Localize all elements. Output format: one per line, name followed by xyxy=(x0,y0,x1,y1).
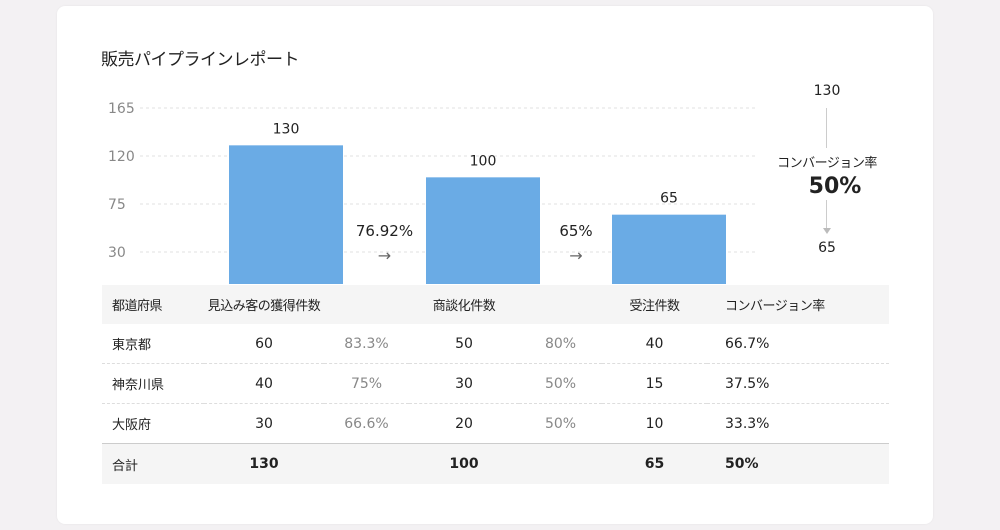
summary-from-value: 130 xyxy=(813,83,841,99)
y-tick-label: 30 xyxy=(108,245,126,261)
total-conversion: 50% xyxy=(725,456,759,472)
cell-rate-2: 50% xyxy=(544,375,577,392)
conversion-summary: 130 コンバージョン率 50% 65 xyxy=(760,80,890,270)
summary-arrow-line xyxy=(826,200,827,232)
cell-prefecture: 東京都 xyxy=(112,338,152,353)
total-label: 合計 xyxy=(112,458,139,474)
stage-conversion-rate: 65% xyxy=(559,222,592,240)
bar-value-label: 65 xyxy=(660,191,678,207)
y-tick-label: 75 xyxy=(108,197,126,213)
cell-won: 15 xyxy=(645,375,664,392)
summary-rate: 50% xyxy=(808,174,862,199)
pipeline-bar-chart: 30 75 120 165 130 100 65 76.92% → 65% → xyxy=(108,101,758,284)
header-conversion: コンバージョン率 xyxy=(725,299,825,314)
total-leads: 130 xyxy=(249,456,279,472)
bar xyxy=(612,214,726,284)
cell-conversion: 37.5% xyxy=(725,375,770,392)
y-tick-label: 120 xyxy=(108,149,135,165)
cell-conversion: 66.7% xyxy=(725,335,770,352)
bar-value-label: 100 xyxy=(470,153,497,169)
stage-conversion-rate: 76.92% xyxy=(356,222,413,240)
summary-label: コンバージョン率 xyxy=(777,156,877,171)
summary-to-value: 65 xyxy=(818,240,836,256)
header-leads: 見込み客の獲得件数 xyxy=(207,299,321,314)
table-row: 大阪府 30 66.6% 20 50% 10 33.3% xyxy=(102,404,889,444)
cell-prefecture: 神奈川県 xyxy=(112,378,165,393)
bar xyxy=(229,145,343,284)
cell-won: 40 xyxy=(645,335,664,352)
bar-value-label: 130 xyxy=(273,121,300,137)
bar xyxy=(426,177,540,284)
table-header-row: 都道府県 見込み客の獲得件数 商談化件数 受注件数 コンバージョン率 xyxy=(102,285,889,324)
total-won: 65 xyxy=(644,456,665,472)
pipeline-table: 都道府県 見込み客の獲得件数 商談化件数 受注件数 コンバージョン率 東京都 6… xyxy=(102,285,889,484)
arrow-right-icon: → xyxy=(569,246,582,265)
cell-conversion: 33.3% xyxy=(725,415,770,432)
header-deals: 商談化件数 xyxy=(432,299,496,314)
cell-deals: 30 xyxy=(455,375,473,392)
arrow-down-icon xyxy=(823,228,831,234)
cell-rate-2: 80% xyxy=(544,335,577,352)
header-prefecture: 都道府県 xyxy=(112,299,163,314)
arrow-right-icon: → xyxy=(378,246,391,265)
cell-rate-1: 75% xyxy=(350,375,383,392)
cell-leads: 60 xyxy=(255,335,273,352)
total-row: 合計 130 100 65 50% xyxy=(102,443,889,484)
cell-deals: 20 xyxy=(455,415,473,432)
summary-arrow-line xyxy=(826,108,827,148)
report-title: 販売パイプラインレポート xyxy=(101,50,300,70)
cell-deals: 50 xyxy=(455,335,473,352)
cell-prefecture: 大阪府 xyxy=(112,418,152,433)
table-row: 神奈川県 40 75% 30 50% 15 37.5% xyxy=(102,364,889,404)
header-won: 受注件数 xyxy=(629,299,680,314)
cell-rate-1: 66.6% xyxy=(344,415,389,432)
cell-won: 10 xyxy=(645,415,664,432)
cell-leads: 40 xyxy=(255,375,273,392)
table-row: 東京都 60 83.3% 50 80% 40 66.7% xyxy=(102,324,889,364)
y-tick-label: 165 xyxy=(108,101,135,117)
total-deals: 100 xyxy=(449,456,479,472)
cell-rate-2: 50% xyxy=(544,415,577,432)
cell-leads: 30 xyxy=(255,415,273,432)
cell-rate-1: 83.3% xyxy=(344,335,389,352)
